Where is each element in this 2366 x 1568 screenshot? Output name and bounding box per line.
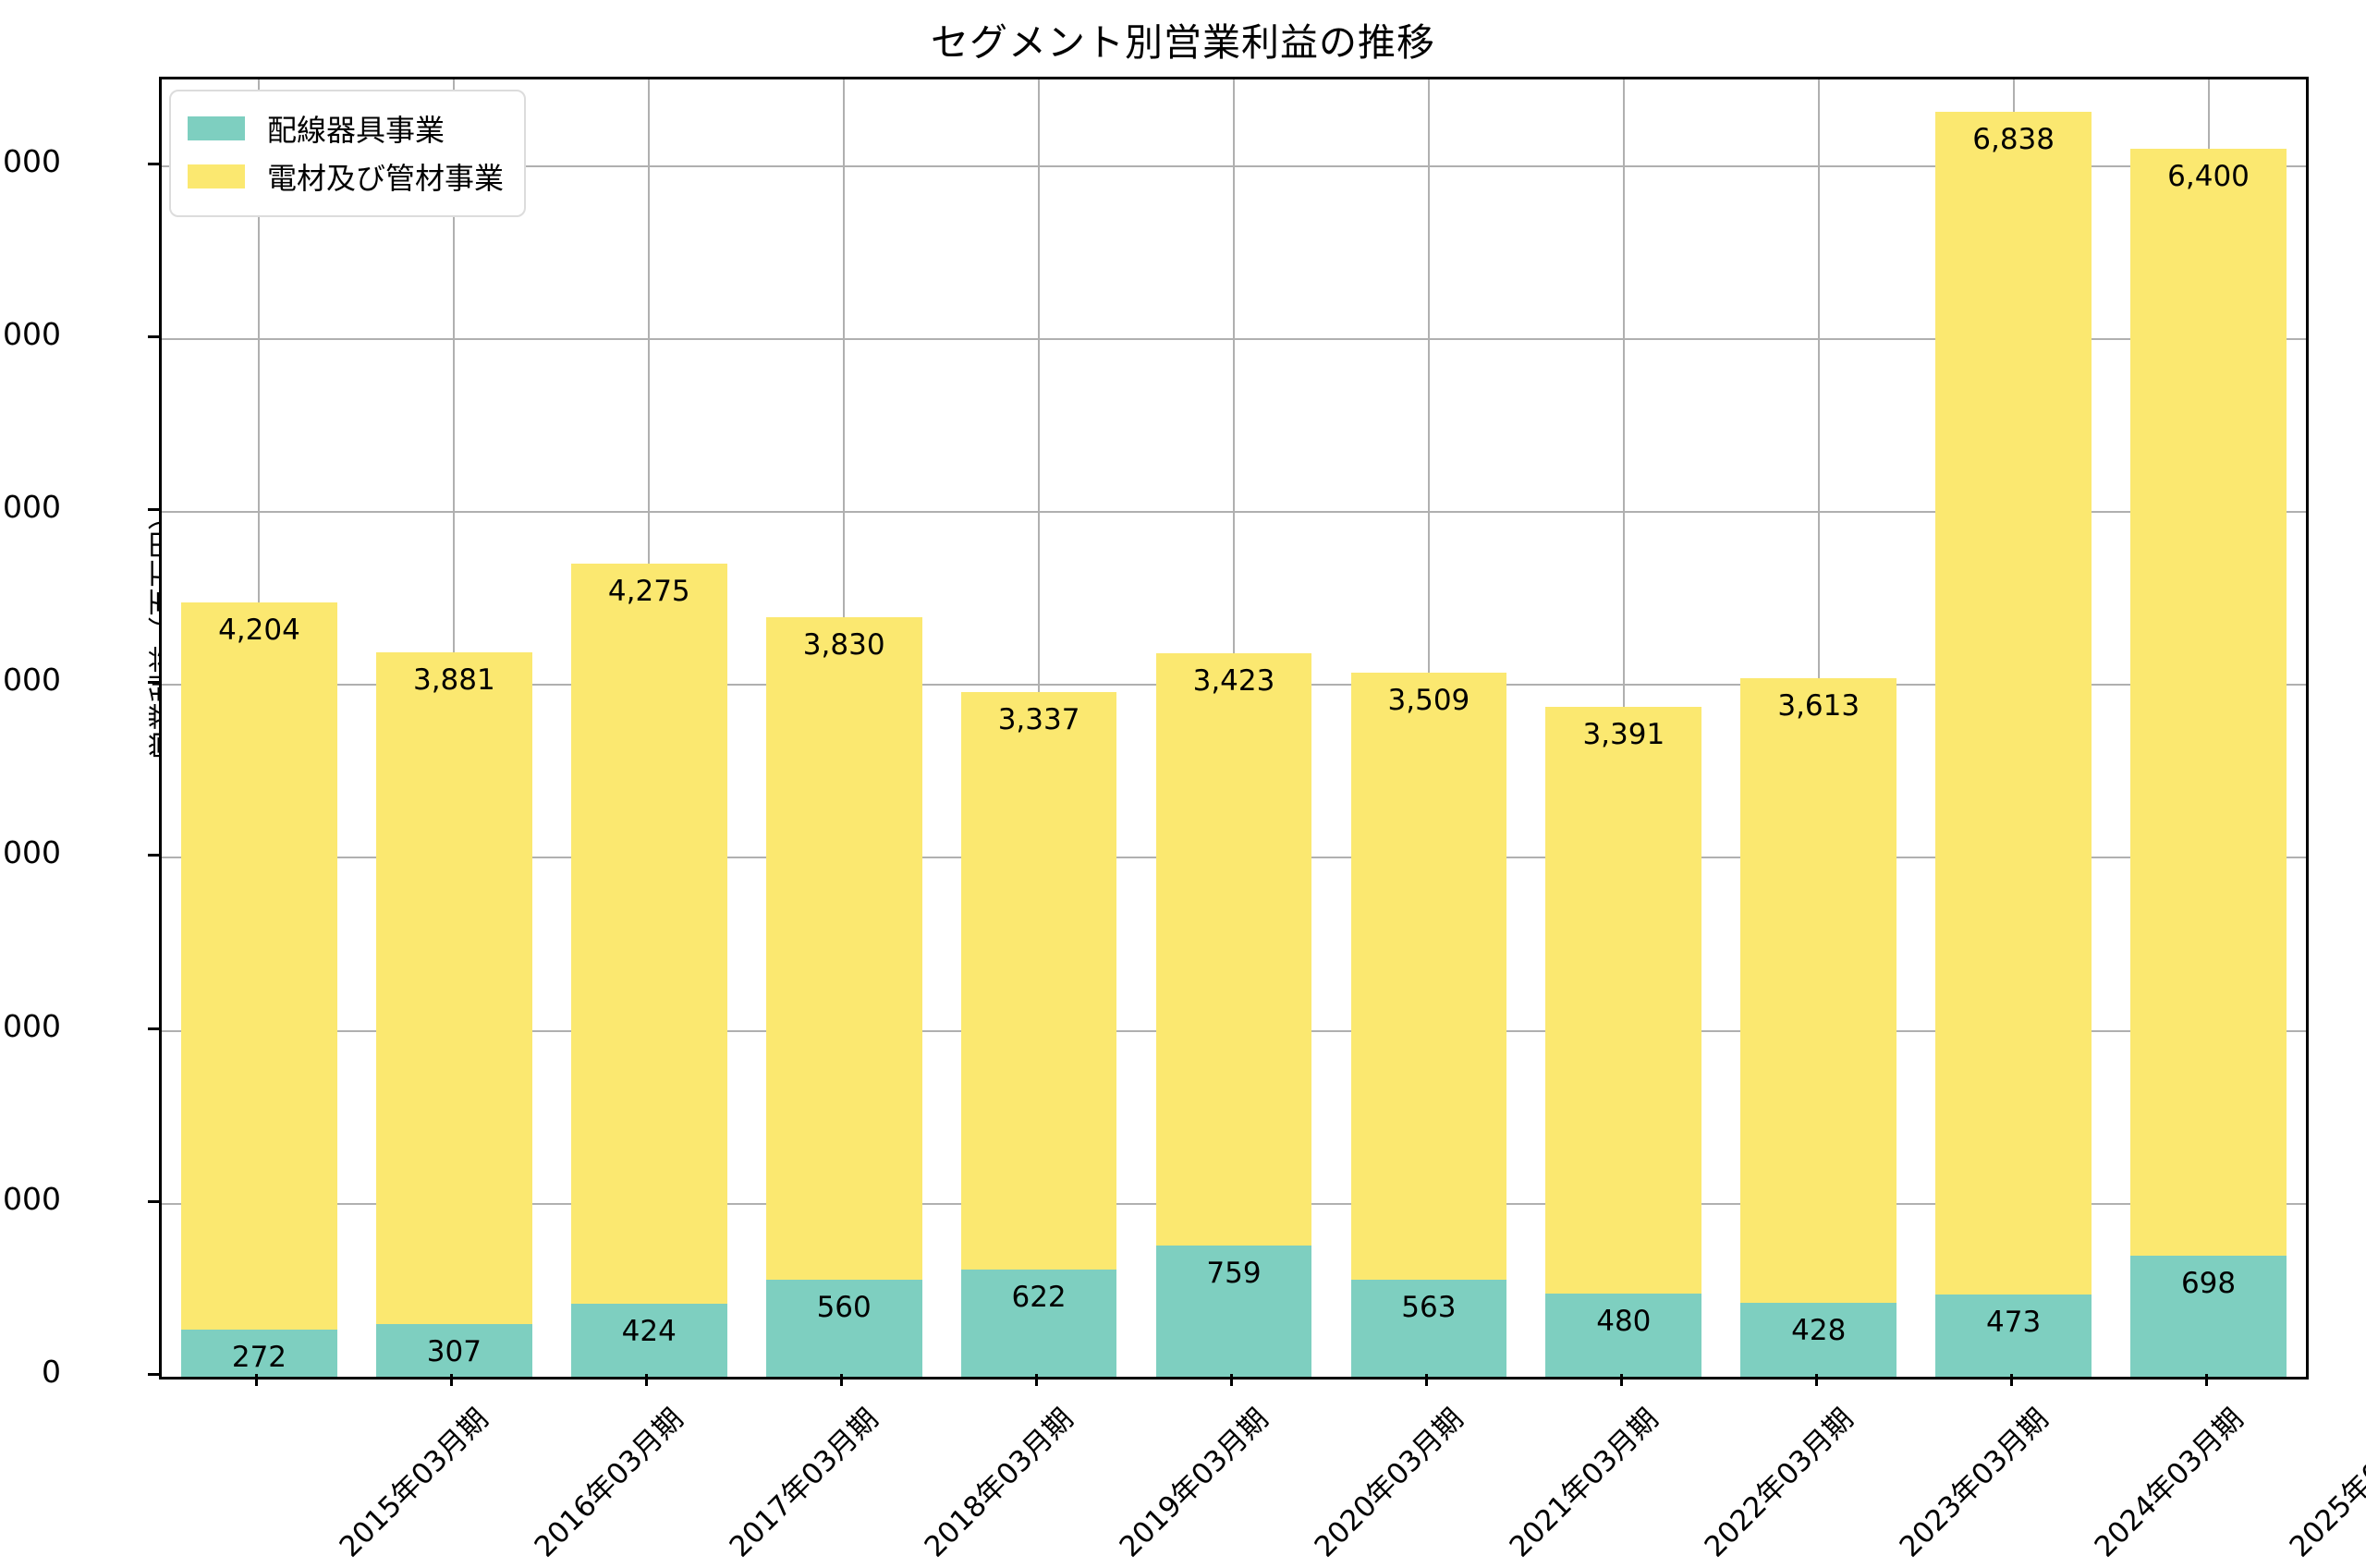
bar-segment-denzai-kanzai[interactable]: [570, 564, 727, 1304]
bar-value-label-haisenkigu: 428: [1791, 1313, 1847, 1347]
x-axis-tick-mark: [1230, 1374, 1233, 1386]
x-axis-tick-label: 2025年03月期: [2283, 1402, 2366, 1564]
bar-value-label-haisenkigu: 563: [1401, 1290, 1457, 1324]
bar-segment-denzai-kanzai[interactable]: [960, 691, 1117, 1270]
bar-segment-haisenkigu[interactable]: [1935, 1295, 2092, 1377]
bar-value-label-denzai-kanzai: 4,275: [607, 575, 690, 609]
chart-legend: 配線器具事業 電材及び管材事業: [169, 90, 527, 217]
y-axis-tick-label: 3,000: [0, 834, 61, 871]
bar-segment-haisenkigu[interactable]: [960, 1269, 1117, 1377]
bar-value-label-denzai-kanzai: 3,337: [997, 702, 1080, 736]
x-axis-tick-label: 2022年03月期: [1698, 1402, 1860, 1564]
x-axis-tick-label: 2023年03月期: [1893, 1402, 2055, 1564]
bar-segment-haisenkigu[interactable]: [1155, 1245, 1312, 1377]
bar-segment-denzai-kanzai[interactable]: [1740, 677, 1897, 1303]
x-axis-tick-label: 2016年03月期: [528, 1402, 690, 1564]
bar-segment-denzai-kanzai[interactable]: [1935, 112, 2092, 1295]
bar-segment-haisenkigu[interactable]: [181, 1330, 337, 1377]
y-axis-tick-label: 4,000: [0, 662, 61, 699]
bar-value-label-haisenkigu: 424: [621, 1314, 677, 1348]
bar-segment-denzai-kanzai[interactable]: [1545, 707, 1702, 1295]
x-axis-tick-mark: [645, 1374, 649, 1386]
bar-value-label-haisenkigu: 473: [1986, 1306, 2042, 1340]
x-axis-tick-label: 2018年03月期: [918, 1402, 1080, 1564]
bar-segment-denzai-kanzai[interactable]: [376, 652, 532, 1324]
bar-segment-haisenkigu[interactable]: [1350, 1279, 1507, 1377]
bar-value-label-denzai-kanzai: 3,423: [1192, 664, 1275, 699]
y-axis-tick-mark: [148, 162, 159, 165]
bar-segment-denzai-kanzai[interactable]: [2130, 149, 2287, 1257]
bar-segment-haisenkigu[interactable]: [376, 1323, 532, 1377]
x-axis-tick-label: 2019年03月期: [1113, 1402, 1275, 1564]
bar-segment-denzai-kanzai[interactable]: [1350, 672, 1507, 1280]
legend-item-0[interactable]: 配線器具事業: [188, 104, 504, 152]
y-axis-tick-label: 1,000: [0, 1180, 61, 1217]
y-axis-tick-label: 7,000: [0, 142, 61, 179]
x-axis-tick-label: 2021年03月期: [1503, 1402, 1665, 1564]
bar-segment-denzai-kanzai[interactable]: [765, 617, 922, 1281]
y-axis-tick-mark: [148, 508, 159, 511]
x-axis-tick-mark: [450, 1374, 454, 1386]
bar-segment-denzai-kanzai[interactable]: [181, 602, 337, 1331]
bar-value-label-haisenkigu: 307: [426, 1334, 482, 1368]
y-axis-tick-label: 0: [42, 1354, 61, 1390]
y-axis-tick-label: 6,000: [0, 315, 61, 352]
y-axis-tick-mark: [148, 1373, 159, 1376]
bar-segment-haisenkigu[interactable]: [1740, 1302, 1897, 1377]
bar-value-label-denzai-kanzai: 6,400: [2167, 160, 2250, 194]
bar-segment-haisenkigu[interactable]: [570, 1303, 727, 1377]
x-axis-tick-label: 2017年03月期: [723, 1402, 885, 1564]
x-axis-tick-label: 2020年03月期: [1308, 1402, 1470, 1564]
y-axis-tick-mark: [148, 681, 159, 685]
bar-value-label-denzai-kanzai: 3,881: [412, 663, 495, 697]
legend-item-1[interactable]: 電材及び管材事業: [188, 152, 504, 201]
x-axis-tick-mark: [840, 1374, 844, 1386]
x-axis-tick-label: 2024年03月期: [2088, 1402, 2250, 1564]
x-axis-tick-mark: [1814, 1374, 1818, 1386]
y-axis-tick-mark: [148, 1027, 159, 1030]
legend-swatch-icon-1: [188, 164, 245, 188]
bar-value-label-haisenkigu: 698: [2180, 1267, 2237, 1301]
bar-segment-denzai-kanzai[interactable]: [1155, 653, 1312, 1246]
bar-value-label-denzai-kanzai: 3,613: [1777, 688, 1860, 723]
bar-value-label-denzai-kanzai: 3,391: [1582, 718, 1665, 752]
bar-value-label-denzai-kanzai: 3,509: [1387, 683, 1470, 717]
legend-label-0: 配線器具事業: [267, 113, 445, 148]
legend-swatch-icon-0: [188, 116, 245, 140]
bar-value-label-denzai-kanzai: 6,838: [1972, 123, 2055, 157]
bar-value-label-denzai-kanzai: 3,830: [802, 628, 885, 662]
x-axis-tick-mark: [1035, 1374, 1039, 1386]
plot-inner: 272 4,204 307 3,881 424 4,275 560 3,830 622 3,337…: [162, 79, 2306, 1377]
y-axis-tick-label: 5,000: [0, 489, 61, 525]
x-axis-tick-mark: [2009, 1374, 2013, 1386]
bar-segment-haisenkigu[interactable]: [1545, 1294, 1702, 1377]
bar-value-label-haisenkigu: 272: [231, 1341, 287, 1375]
bar-segment-haisenkigu[interactable]: [2130, 1256, 2287, 1377]
bar-value-label-haisenkigu: 759: [1206, 1256, 1262, 1290]
x-axis-tick-mark: [1619, 1374, 1623, 1386]
y-axis-tick-label: 2,000: [0, 1007, 61, 1044]
y-axis-tick-mark: [148, 854, 159, 857]
x-axis-tick-mark: [2204, 1374, 2208, 1386]
x-axis-tick-mark: [255, 1374, 259, 1386]
legend-label-1: 電材及び管材事業: [267, 161, 505, 196]
bar-value-label-haisenkigu: 480: [1596, 1305, 1652, 1339]
y-axis-tick-mark: [148, 334, 159, 338]
x-axis-tick-mark: [1424, 1374, 1428, 1386]
x-axis-tick-label: 2015年03月期: [334, 1402, 495, 1564]
bar-value-label-denzai-kanzai: 4,204: [218, 614, 300, 648]
y-axis-tick-mark: [148, 1199, 159, 1203]
bar-value-label-haisenkigu: 622: [1011, 1280, 1067, 1314]
bar-segment-haisenkigu[interactable]: [765, 1280, 922, 1377]
page-title: セグメント別営業利益の推移: [931, 20, 1435, 65]
bar-value-label-haisenkigu: 560: [816, 1291, 872, 1325]
plot-area: 272 4,204 307 3,881 424 4,275 560 3,830 622 3,337…: [159, 77, 2309, 1380]
